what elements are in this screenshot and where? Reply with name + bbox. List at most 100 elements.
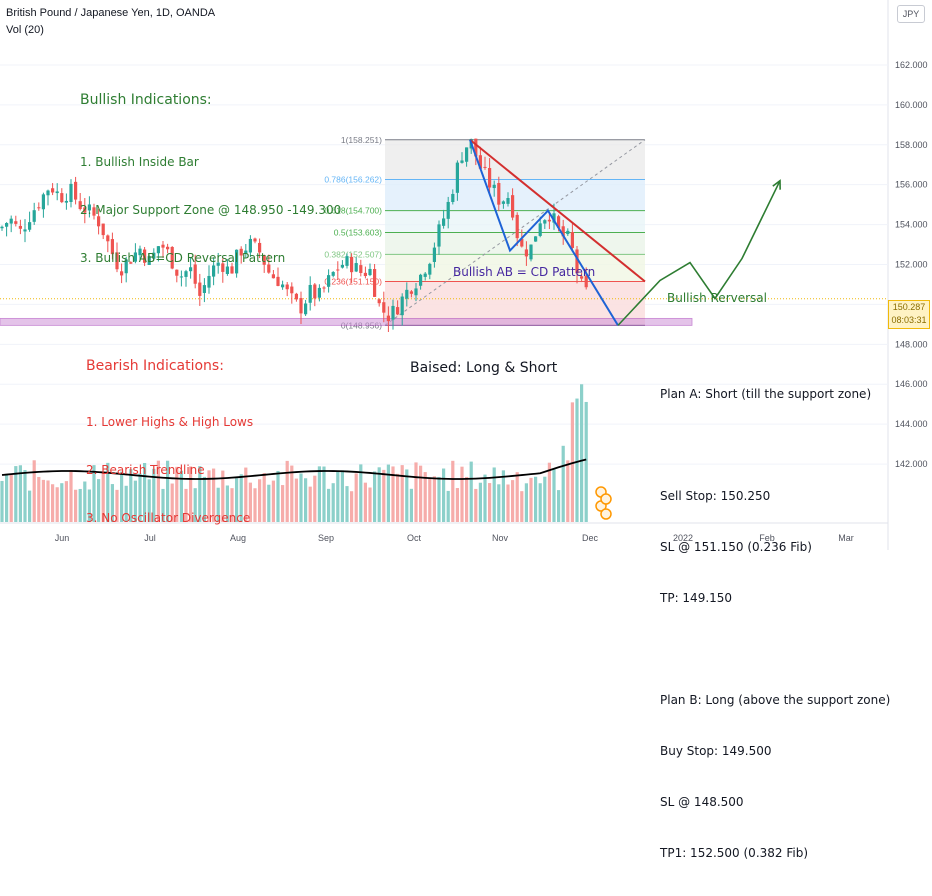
candle-body bbox=[538, 223, 542, 236]
candle-body bbox=[9, 218, 13, 224]
volume-bar bbox=[345, 486, 349, 522]
volume-bar bbox=[69, 470, 73, 522]
volume-bar bbox=[92, 465, 96, 522]
volume-bar bbox=[396, 473, 400, 522]
candle-body bbox=[460, 160, 464, 163]
bearish-trendline bbox=[469, 139, 646, 283]
volume-bar bbox=[64, 481, 68, 522]
candle-body bbox=[437, 224, 441, 247]
volume-bar bbox=[235, 478, 239, 522]
candle-body bbox=[345, 256, 349, 266]
volume-bar bbox=[258, 479, 262, 522]
volume-bar bbox=[492, 467, 496, 522]
volume-bar bbox=[534, 476, 538, 522]
volume-bar bbox=[175, 466, 179, 522]
candle-body bbox=[386, 315, 390, 322]
candle-body bbox=[276, 276, 280, 286]
candle-body bbox=[354, 263, 358, 272]
instrument-title: British Pound / Japanese Yen, 1D, OANDA bbox=[6, 7, 216, 19]
volume-bar bbox=[506, 484, 510, 522]
candle-body bbox=[175, 269, 179, 276]
candle-body bbox=[225, 266, 229, 274]
volume-bar bbox=[478, 482, 482, 522]
candle-body bbox=[584, 275, 588, 288]
candle-body bbox=[198, 282, 202, 296]
candle-body bbox=[244, 250, 248, 254]
volume-bar bbox=[0, 480, 4, 522]
volume-bar bbox=[179, 470, 183, 522]
candle-body bbox=[207, 275, 211, 288]
volume-bar bbox=[409, 488, 413, 522]
volume-bar bbox=[9, 474, 13, 522]
candle-body bbox=[506, 198, 510, 204]
candle-body bbox=[97, 216, 101, 227]
volume-bar bbox=[359, 464, 363, 522]
candle-body bbox=[529, 244, 533, 260]
volume-bar bbox=[276, 470, 280, 522]
fib-level-label: 0.618(154.700) bbox=[324, 206, 382, 216]
volume-bar bbox=[97, 479, 101, 522]
candle-body bbox=[216, 262, 220, 266]
volume-bar bbox=[290, 465, 294, 522]
volume-bar bbox=[451, 460, 455, 522]
candle-body bbox=[78, 201, 82, 210]
volume-bar bbox=[133, 480, 137, 522]
bullish-list: 1. Bullish Inside Bar 2. Major Support Z… bbox=[80, 122, 341, 298]
volume-bar bbox=[138, 473, 142, 522]
volume-indicator-label[interactable]: Vol (20) bbox=[6, 24, 44, 36]
bullish-title: Bullish Indications: bbox=[80, 92, 212, 108]
last-price: 150.287 bbox=[892, 302, 926, 312]
candle-body bbox=[396, 307, 400, 315]
candle-body bbox=[455, 162, 459, 193]
volume-bar bbox=[87, 489, 91, 522]
price-tick-label: 160.000 bbox=[895, 100, 928, 110]
volume-bar bbox=[18, 465, 22, 522]
volume-bar bbox=[60, 483, 64, 522]
volume-bar bbox=[124, 485, 128, 522]
currency-button[interactable]: JPY bbox=[897, 5, 925, 23]
price-chart[interactable]: 142.000144.000146.000148.000150.000152.0… bbox=[0, 0, 932, 550]
candle-body bbox=[115, 252, 119, 270]
volume-bar bbox=[584, 401, 588, 522]
volume-bar bbox=[317, 466, 321, 522]
volume-bar bbox=[170, 483, 174, 522]
volume-bar bbox=[244, 467, 248, 522]
volume-bar bbox=[28, 490, 32, 522]
candle-body bbox=[129, 262, 133, 264]
volume-bar bbox=[442, 468, 446, 522]
volume-bar bbox=[501, 470, 505, 522]
candle-body bbox=[299, 298, 303, 314]
volume-bar bbox=[156, 460, 160, 522]
volume-bar bbox=[115, 489, 119, 522]
fib-level-label: 0.5(153.603) bbox=[334, 228, 382, 238]
candle-body bbox=[322, 287, 326, 289]
candle-body bbox=[152, 252, 156, 259]
volume-bar bbox=[14, 466, 18, 522]
candle-body bbox=[520, 238, 524, 247]
candle-body bbox=[501, 201, 505, 204]
candle-body bbox=[258, 242, 262, 253]
volume-bar bbox=[515, 472, 519, 522]
volume-bar bbox=[285, 460, 289, 522]
volume-bar bbox=[557, 490, 561, 522]
candle-body bbox=[414, 288, 418, 296]
candle-body bbox=[363, 272, 367, 277]
volume-bar bbox=[483, 474, 487, 522]
time-tick-label: Oct bbox=[407, 533, 422, 543]
volume-bar bbox=[465, 476, 469, 522]
volume-bar bbox=[336, 471, 340, 522]
candle-body bbox=[28, 222, 32, 230]
candle-body bbox=[87, 204, 91, 211]
volume-bar bbox=[161, 488, 165, 522]
volume-bar bbox=[386, 464, 390, 522]
volume-bar bbox=[78, 488, 82, 522]
volume-bar bbox=[143, 462, 147, 522]
price-tick-label: 142.000 bbox=[895, 459, 928, 469]
candle-body bbox=[478, 155, 482, 169]
bullish-item: 3. Bullish AB=CD Reversal Pattern bbox=[80, 251, 286, 265]
volume-bar bbox=[193, 488, 197, 522]
candle-body bbox=[317, 287, 321, 298]
volume-bar bbox=[207, 470, 211, 522]
candle-body bbox=[239, 248, 243, 256]
candle-body bbox=[575, 249, 579, 274]
